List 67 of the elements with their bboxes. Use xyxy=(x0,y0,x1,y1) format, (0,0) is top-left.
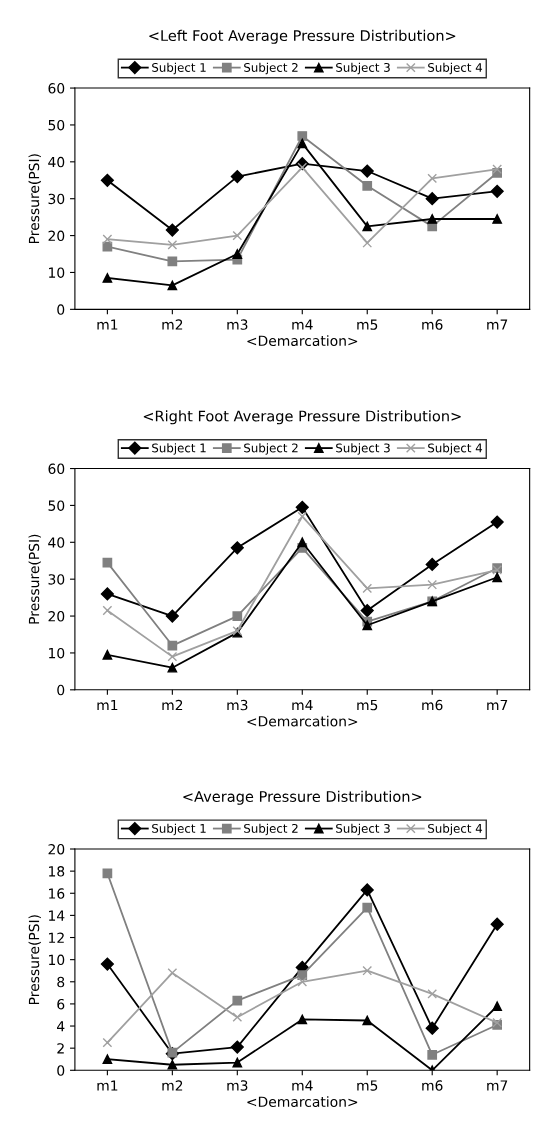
x-tick-label: m7 xyxy=(487,699,508,711)
legend-label: Subject 1 xyxy=(152,62,206,75)
x-tick-label: m1 xyxy=(97,319,118,330)
legend-label: Subject 2 xyxy=(244,62,298,75)
y-tick-label: 60 xyxy=(48,83,65,94)
x-tick-label: m7 xyxy=(487,1080,508,1091)
y-tick-label: 20 xyxy=(48,843,65,855)
x-tick-label: m5 xyxy=(357,699,378,711)
y-axis-title: Pressure(PSI) xyxy=(28,534,41,624)
chart-title: <Left Foot Average Pressure Distribution> xyxy=(149,29,456,44)
y-tick-label: 8 xyxy=(57,976,65,988)
x-tick-label: m2 xyxy=(162,319,183,330)
y-tick-label: 50 xyxy=(48,119,65,131)
x-axis-title: <Demarcation> xyxy=(247,1096,358,1107)
y-tick-label: 14 xyxy=(49,910,65,921)
y-tick-label: 2 xyxy=(57,1043,64,1054)
legend-label: Subject 3 xyxy=(336,443,390,455)
chart-title: <Right Foot Average Pressure Distribution> xyxy=(143,410,461,425)
y-tick-label: 30 xyxy=(48,574,65,585)
y-tick-label: 4 xyxy=(57,1021,65,1032)
legend-label: Subject 2 xyxy=(244,443,298,455)
y-tick-label: 6 xyxy=(57,998,65,1010)
y-tick-label: 40 xyxy=(48,156,65,168)
y-tick-label: 12 xyxy=(49,932,64,943)
y-tick-label: 10 xyxy=(49,647,65,659)
y-tick-label: 0 xyxy=(57,684,65,696)
x-tick-label: m3 xyxy=(227,319,248,330)
y-tick-label: 40 xyxy=(48,537,65,548)
legend-label: Subject 2 xyxy=(244,823,298,836)
x-tick-label: m7 xyxy=(487,319,508,330)
x-tick-label: m1 xyxy=(97,1080,118,1091)
x-axis-title: <Demarcation> xyxy=(247,335,358,347)
x-tick-label: m5 xyxy=(357,1080,378,1091)
x-tick-label: m5 xyxy=(357,319,378,330)
y-axis-title: Pressure(PSI) xyxy=(28,154,41,244)
legend-label: Subject 3 xyxy=(336,823,390,836)
y-tick-label: 0 xyxy=(57,1065,65,1076)
y-tick-label: 10 xyxy=(49,954,65,966)
x-tick-label: m3 xyxy=(227,699,248,711)
x-tick-label: m6 xyxy=(422,319,443,330)
x-tick-label: m4 xyxy=(292,319,313,330)
x-tick-label: m4 xyxy=(292,699,313,711)
legend-label: Subject 1 xyxy=(152,443,206,455)
x-tick-label: m4 xyxy=(292,1080,313,1091)
x-tick-label: m1 xyxy=(97,699,118,711)
x-axis-title: <Demarcation> xyxy=(247,715,358,727)
y-tick-label: 16 xyxy=(49,888,65,899)
chart-title: <Average Pressure Distribution> xyxy=(183,790,422,805)
y-tick-label: 50 xyxy=(48,500,65,511)
legend-label: Subject 3 xyxy=(336,62,390,75)
y-tick-label: 18 xyxy=(49,866,65,877)
x-tick-label: m2 xyxy=(162,699,183,711)
legend-label: Subject 4 xyxy=(428,62,483,75)
y-tick-label: 20 xyxy=(48,230,65,242)
x-tick-label: m6 xyxy=(422,1080,443,1091)
legend-label: Subject 4 xyxy=(428,823,483,836)
y-tick-label: 60 xyxy=(48,463,65,475)
y-axis-title: Pressure(PSI) xyxy=(28,915,41,1004)
y-tick-label: 10 xyxy=(49,267,65,278)
y-tick-label: 30 xyxy=(48,193,65,205)
y-tick-label: 0 xyxy=(57,304,65,315)
legend-label: Subject 4 xyxy=(428,443,483,455)
x-tick-label: m2 xyxy=(162,1080,183,1091)
x-tick-label: m6 xyxy=(422,699,443,711)
y-tick-label: 20 xyxy=(48,611,65,622)
x-tick-label: m3 xyxy=(227,1080,248,1091)
legend-label: Subject 1 xyxy=(152,823,206,836)
